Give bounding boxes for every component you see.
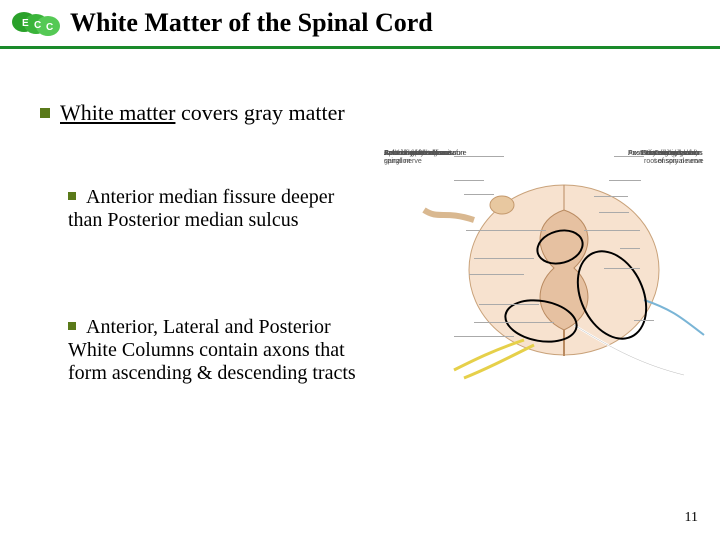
slide-title: White Matter of the Spinal Cord xyxy=(70,8,433,38)
leader-line xyxy=(594,196,628,197)
bullet-square-icon xyxy=(40,108,50,118)
svg-text:E: E xyxy=(22,18,29,29)
leader-line xyxy=(634,320,654,321)
leader-line xyxy=(604,268,640,269)
sub-bullet-1: Anterior median fissure deeper than Post… xyxy=(68,186,368,232)
leader-line xyxy=(454,156,504,157)
main-bullet: White matter covers gray matter xyxy=(40,100,380,126)
leader-line xyxy=(620,248,640,249)
leader-line xyxy=(614,156,644,157)
leader-line xyxy=(466,230,546,231)
sub-bullet-2: Anterior, Lateral and Posterior White Co… xyxy=(68,316,378,385)
page-number: 11 xyxy=(685,510,698,526)
bullet-square-icon xyxy=(68,192,76,200)
leader-line xyxy=(454,180,484,181)
leader-line xyxy=(454,336,514,337)
leader-line xyxy=(464,194,494,195)
main-bullet-rest: covers gray matter xyxy=(175,100,344,125)
fig-label-r7: Cell body of sensory neuron xyxy=(654,150,706,165)
sub-bullet-2-text: Anterior, Lateral and Posterior White Co… xyxy=(68,316,356,384)
leader-line xyxy=(609,180,641,181)
logo: E C C xyxy=(12,8,60,38)
spinal-cord-diagram: Posterior (dorsal) root ganglion Spinal … xyxy=(384,150,706,410)
leader-line xyxy=(584,230,640,231)
leader-line xyxy=(474,322,554,323)
svg-text:C: C xyxy=(46,22,53,33)
title-underline xyxy=(0,46,720,49)
sub-bullet-1-text: Anterior median fissure deeper than Post… xyxy=(68,186,334,231)
leader-line xyxy=(469,274,524,275)
main-bullet-lead: White matter xyxy=(60,100,175,125)
leader-line xyxy=(474,258,534,259)
leader-line xyxy=(599,212,629,213)
bullet-square-icon xyxy=(68,322,76,330)
svg-text:C: C xyxy=(34,20,41,31)
leader-line xyxy=(479,304,539,305)
